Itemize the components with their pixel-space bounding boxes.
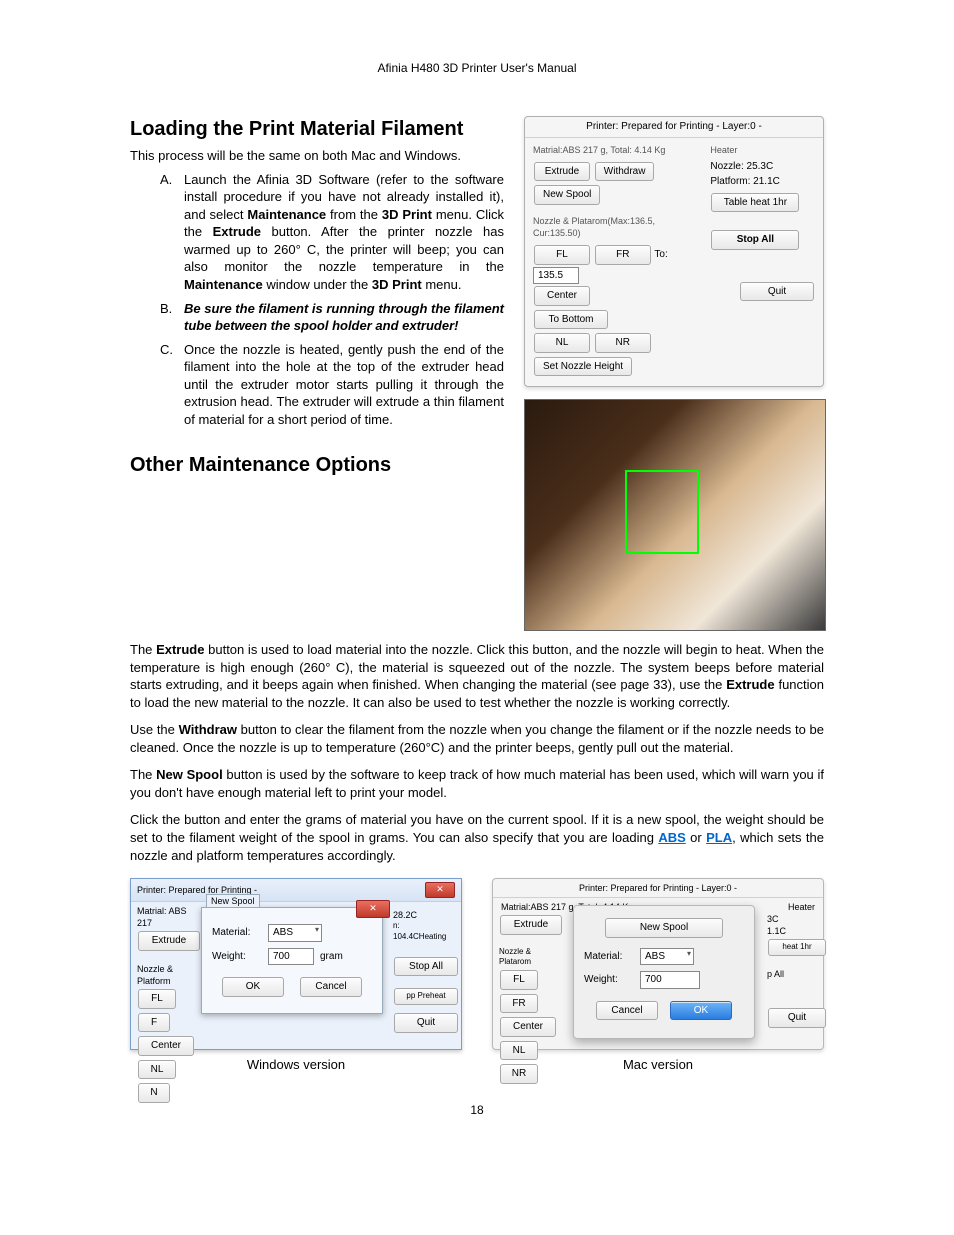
page-number: 18 xyxy=(130,1102,824,1118)
win-right-heat: n: 104.4CHeating xyxy=(393,921,455,943)
win-quit-button[interactable]: Quit xyxy=(394,1013,458,1033)
win-newspool-popup: New Spool ✕ Material: ABS Weight: 700 gr… xyxy=(201,907,383,1014)
win-center-button[interactable]: Center xyxy=(138,1036,194,1056)
mac-extrude-button[interactable]: Extrude xyxy=(500,915,562,935)
stop-all-button[interactable]: Stop All xyxy=(711,230,799,250)
mac-np-label: Nozzle & Platarom xyxy=(499,947,559,969)
win-newspool-tab: New Spool xyxy=(206,894,260,908)
para-abs-pla: Click the button and enter the grams of … xyxy=(130,811,824,864)
nozzle-platform-label: Nozzle & Platarom(Max:136.5, Cur:135.50) xyxy=(533,215,700,239)
win-weight-label: Weight: xyxy=(212,950,262,964)
win-material-label: Material: xyxy=(212,926,262,940)
mac-weight-label: Weight: xyxy=(584,973,634,987)
quit-button[interactable]: Quit xyxy=(740,282,814,302)
mac-center-button[interactable]: Center xyxy=(500,1017,556,1037)
material-status: Matrial:ABS 217 g, Total: 4.14 Kg xyxy=(533,144,700,156)
win-np-label: Nozzle & Platform xyxy=(137,963,197,987)
win-f-button[interactable]: F xyxy=(138,1013,170,1033)
right-figure-stack: Printer: Prepared for Printing - Layer:0… xyxy=(524,116,824,631)
item-c-marker: C. xyxy=(160,341,184,429)
extrude-button[interactable]: Extrude xyxy=(534,162,590,182)
to-input[interactable]: 135.5 xyxy=(533,267,579,285)
fl-button[interactable]: FL xyxy=(534,245,590,265)
heater-label: Heater xyxy=(710,144,815,156)
win-nl-button[interactable]: NL xyxy=(138,1060,176,1080)
to-bottom-button[interactable]: To Bottom xyxy=(534,310,608,330)
item-c-text: Once the nozzle is heated, gently push t… xyxy=(184,341,504,429)
mac-title: Printer: Prepared for Printing - Layer:0… xyxy=(493,879,823,898)
mac-newspool-dialog: Printer: Prepared for Printing - Layer:0… xyxy=(492,878,824,1050)
pla-link[interactable]: PLA xyxy=(706,830,732,845)
nr-button[interactable]: NR xyxy=(595,333,651,353)
mac-newspool-header: New Spool xyxy=(605,918,723,938)
win-gram-label: gram xyxy=(320,950,343,964)
item-a-text: Launch the Afinia 3D Software (refer to … xyxy=(184,171,504,294)
platform-temp: Platform: 21.1C xyxy=(710,175,815,189)
mac-fl-button[interactable]: FL xyxy=(500,970,538,990)
mac-heat-1hr-button[interactable]: heat 1hr xyxy=(768,939,826,956)
to-label: To: xyxy=(654,249,667,260)
win-weight-input[interactable]: 700 xyxy=(268,948,314,966)
mac-right-1c: 1.1C xyxy=(767,925,817,937)
para-newspool: The New Spool button is used by the soft… xyxy=(130,766,824,801)
win-cancel-button[interactable]: Cancel xyxy=(300,977,362,997)
item-b-text: Be sure the filament is running through … xyxy=(184,300,504,335)
mac-material-select[interactable]: ABS xyxy=(640,948,694,966)
page-header: Afinia H480 3D Printer User's Manual xyxy=(130,60,824,76)
para-withdraw: Use the Withdraw button to clear the fil… xyxy=(130,721,824,756)
mac-p-all: p All xyxy=(767,968,817,980)
set-nozzle-button[interactable]: Set Nozzle Height xyxy=(534,357,632,377)
win-fl-button[interactable]: FL xyxy=(138,989,176,1009)
mac-heater-label: Heater xyxy=(788,901,815,913)
mac-quit-button[interactable]: Quit xyxy=(768,1008,826,1028)
abs-link[interactable]: ABS xyxy=(658,830,685,845)
mac-weight-input[interactable]: 700 xyxy=(640,971,700,989)
nl-button[interactable]: NL xyxy=(534,333,590,353)
mac-nl-button[interactable]: NL xyxy=(500,1041,538,1061)
mac-fr-button[interactable]: FR xyxy=(500,994,538,1014)
maintenance-dialog-top: Printer: Prepared for Printing - Layer:0… xyxy=(524,116,824,387)
mac-right-3c: 3C xyxy=(767,913,817,925)
dialog-title: Printer: Prepared for Printing - Layer:0… xyxy=(525,117,823,138)
win-side-material: Matrial: ABS 217 xyxy=(137,905,197,929)
mac-ok-button[interactable]: OK xyxy=(670,1001,732,1021)
win-popup-close-icon[interactable]: ✕ xyxy=(356,900,390,918)
withdraw-button[interactable]: Withdraw xyxy=(595,162,655,182)
new-spool-button[interactable]: New Spool xyxy=(534,185,600,205)
center-button[interactable]: Center xyxy=(534,286,590,306)
item-b-marker: B. xyxy=(160,300,184,335)
win-stop-all-button[interactable]: Stop All xyxy=(394,957,458,977)
win-extrude-button[interactable]: Extrude xyxy=(138,931,200,951)
close-icon[interactable]: ✕ xyxy=(425,882,455,898)
win-preheat-button[interactable]: pp Preheat xyxy=(394,988,458,1005)
mac-newspool-popup: New Spool Material: ABS Weight: 700 Canc… xyxy=(573,905,755,1039)
table-heat-button[interactable]: Table heat 1hr xyxy=(711,193,799,213)
para-extrude: The Extrude button is used to load mater… xyxy=(130,641,824,711)
win-n-button[interactable]: N xyxy=(138,1083,170,1103)
photo-highlight-box xyxy=(625,470,699,554)
item-a-marker: A. xyxy=(160,171,184,294)
mac-material-label: Material: xyxy=(584,950,634,964)
windows-newspool-dialog: Printer: Prepared for Printing - ✕ Matri… xyxy=(130,878,462,1050)
win-material-select[interactable]: ABS xyxy=(268,924,322,942)
nozzle-temp: Nozzle: 25.3C xyxy=(710,160,815,174)
fr-button[interactable]: FR xyxy=(595,245,651,265)
filament-loading-photo xyxy=(524,399,826,631)
mac-nr-button[interactable]: NR xyxy=(500,1064,538,1084)
win-right-temp: 28.2C xyxy=(393,909,455,921)
win-ok-button[interactable]: OK xyxy=(222,977,284,997)
mac-cancel-button[interactable]: Cancel xyxy=(596,1001,658,1021)
